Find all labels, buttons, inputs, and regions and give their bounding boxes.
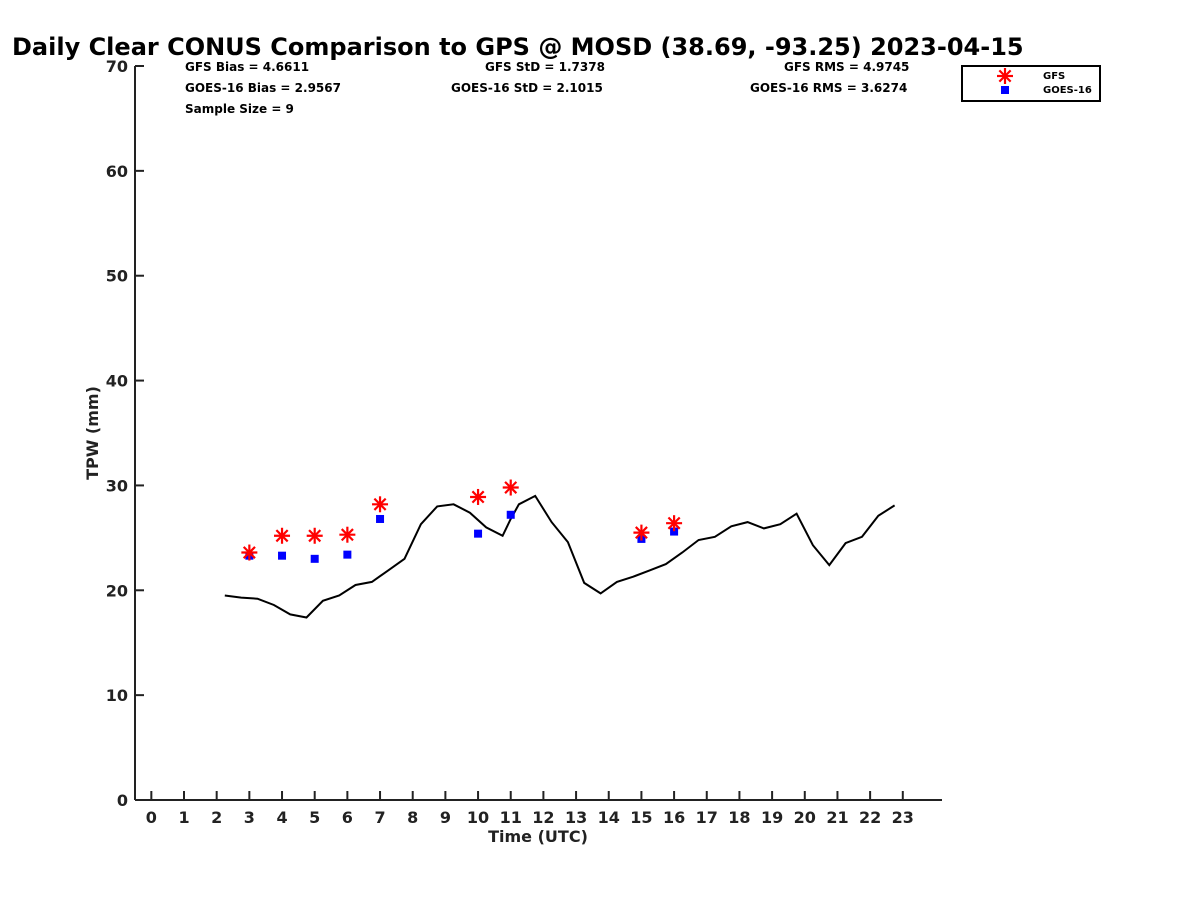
gfs-point (502, 479, 519, 496)
goes-rms-text: GOES-16 RMS = 3.6274 (750, 81, 907, 95)
goes-bias-text: GOES-16 Bias = 2.9567 (185, 81, 341, 95)
x-tick-label: 3 (244, 808, 255, 827)
x-tick-label: 1 (178, 808, 189, 827)
x-tick-label: 22 (859, 808, 881, 827)
x-tick-label: 11 (500, 808, 522, 827)
y-tick-label: 10 (106, 686, 128, 705)
x-tick-label: 6 (342, 808, 353, 827)
y-tick-label: 0 (117, 791, 128, 810)
y-tick-label: 40 (106, 372, 128, 391)
gfs-point (633, 524, 650, 541)
legend-goes-marker (1001, 86, 1009, 94)
x-tick-label: 19 (761, 808, 783, 827)
legend-goes-label: GOES-16 (1043, 85, 1092, 96)
gfs-point (470, 488, 487, 505)
sample-size-text: Sample Size = 9 (185, 102, 294, 116)
x-tick-label: 13 (565, 808, 587, 827)
goes16-point (376, 514, 385, 523)
legend-gfs-asterisk (997, 68, 1013, 84)
x-tick-label: 7 (374, 808, 385, 827)
legend-box (961, 65, 1101, 102)
y-tick-label: 70 (106, 57, 128, 76)
x-tick-label: 23 (892, 808, 914, 827)
gfs-bias-text: GFS Bias = 4.6611 (185, 60, 309, 74)
gfs-point (274, 527, 291, 544)
x-tick-label: 15 (630, 808, 652, 827)
goes16-point (670, 527, 679, 536)
y-tick-label: 30 (106, 476, 128, 495)
gfs-rms-text: GFS RMS = 4.9745 (784, 60, 909, 74)
gps-series-line (224, 494, 896, 619)
x-tick-label: 8 (407, 808, 418, 827)
x-tick-label: 4 (276, 808, 287, 827)
goes16-point (278, 551, 287, 560)
y-tick-label: 50 (106, 267, 128, 286)
x-axis-label: Time (UTC) (488, 827, 588, 846)
legend-gfs-marker (997, 68, 1013, 84)
x-tick-label: 12 (532, 808, 554, 827)
y-axis-label: TPW (mm) (83, 386, 102, 480)
x-tick-label: 16 (663, 808, 685, 827)
x-tick-label: 5 (309, 808, 320, 827)
goes16-point (474, 529, 483, 538)
stats-block: GFS Bias = 4.6611 GOES-16 Bias = 2.9567 … (185, 60, 909, 116)
x-tick-label: 20 (794, 808, 816, 827)
gfs-std-text: GFS StD = 1.7378 (485, 60, 605, 74)
legend: GFS GOES-16 (961, 65, 1101, 102)
gfs-point (372, 496, 389, 513)
goes-std-text: GOES-16 StD = 2.1015 (451, 81, 603, 95)
x-tick-label: 21 (826, 808, 848, 827)
x-tick-label: 17 (696, 808, 718, 827)
goes16-point (343, 550, 352, 559)
legend-gfs-label: GFS (1043, 71, 1065, 82)
gfs-point (666, 515, 683, 532)
goes16-point (506, 510, 515, 519)
y-tick-label: 60 (106, 162, 128, 181)
x-tick-label: 18 (728, 808, 750, 827)
x-ticks: 0 1 2 3 4 5 6 7 8 9 10 11 12 13 14 15 16 17 18 19 20 21 22 23 (146, 791, 914, 827)
x-tick-label: 2 (211, 808, 222, 827)
gfs-point (241, 544, 258, 561)
gfs-point (339, 526, 356, 543)
series-layer (224, 479, 896, 619)
x-tick-label: 10 (467, 808, 489, 827)
axes (134, 66, 942, 801)
x-tick-label: 14 (598, 808, 620, 827)
gfs-point (306, 527, 323, 544)
x-tick-label: 9 (440, 808, 451, 827)
y-ticks: 0 10 20 30 40 50 60 70 (106, 57, 144, 810)
chart-title: Daily Clear CONUS Comparison to GPS @ MO… (12, 33, 1024, 61)
goes16-point (310, 554, 319, 563)
y-tick-label: 20 (106, 581, 128, 600)
x-tick-label: 0 (146, 808, 157, 827)
